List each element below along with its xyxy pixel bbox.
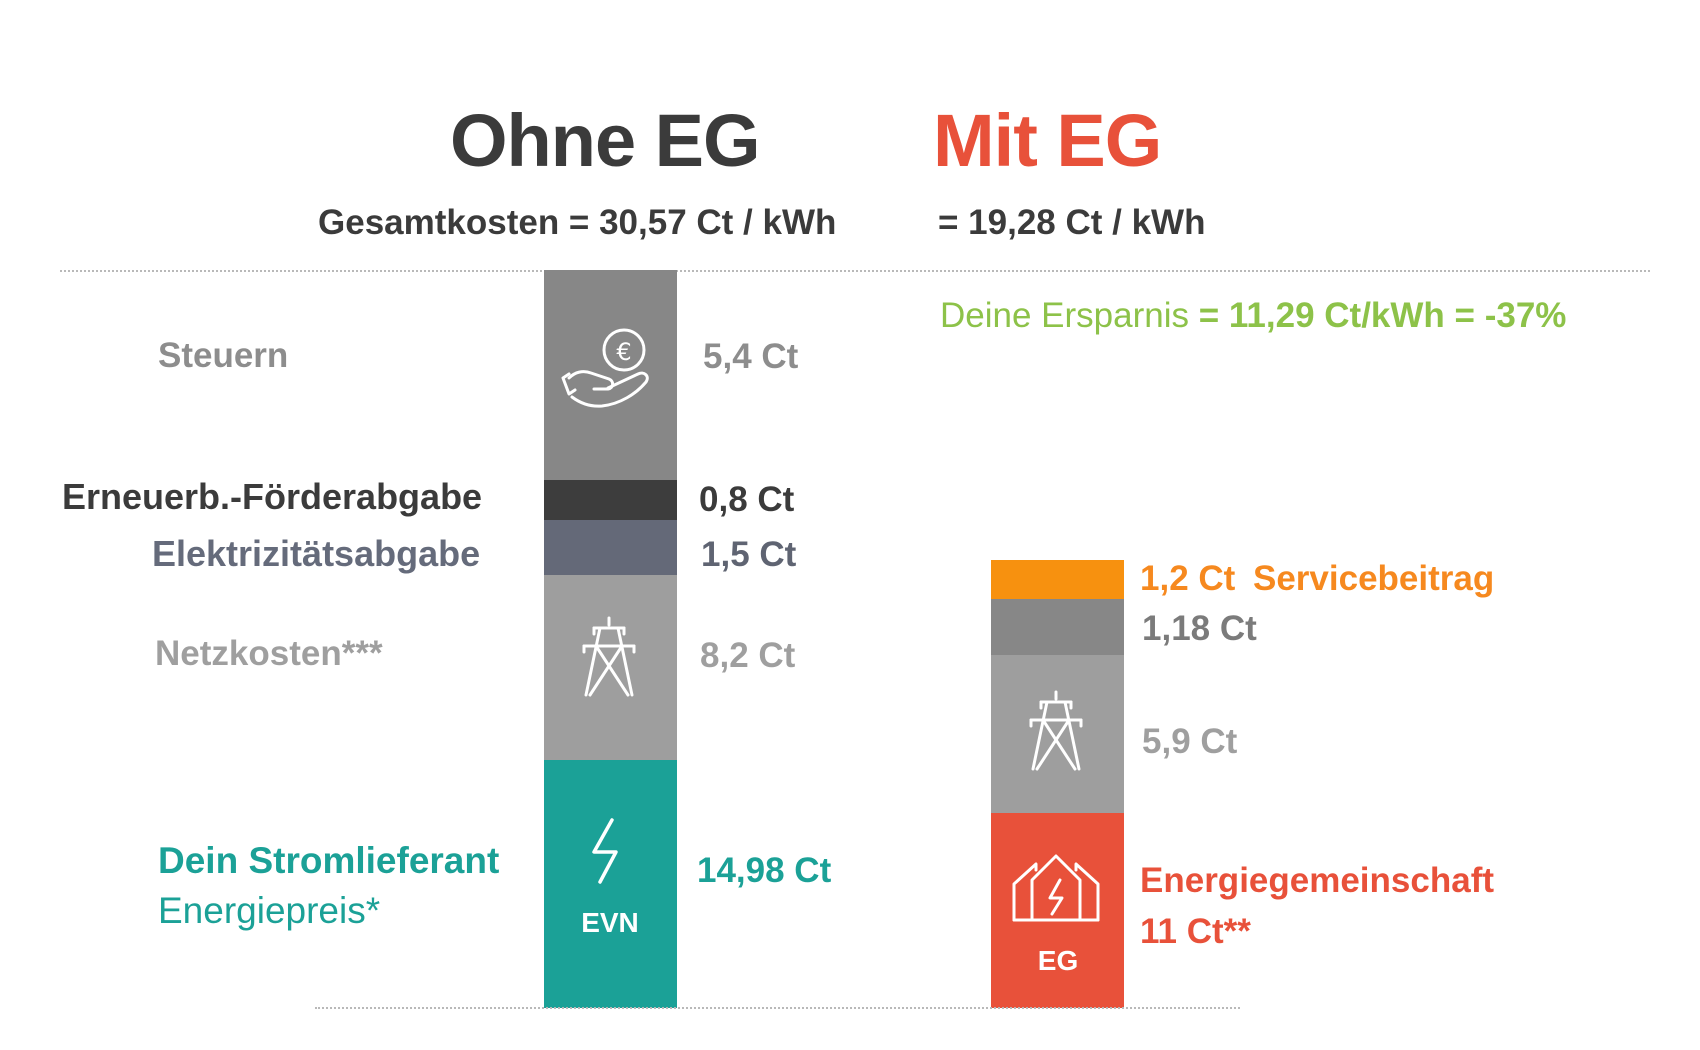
value-energiegemeinschaft: 11 Ct** <box>1140 912 1251 951</box>
bar-segment-service <box>991 560 1124 599</box>
value-steuern: 5,4 Ct <box>703 337 799 376</box>
bar-segment-foerderabgabe <box>544 480 677 520</box>
value-foerderabgabe: 0,8 Ct <box>699 480 795 519</box>
value-netzkosten: 8,2 Ct <box>700 636 796 675</box>
bar-mit-eg <box>991 560 1124 1008</box>
bar-segment-strom <box>544 760 677 1008</box>
label-energiegemeinschaft: Energiegemeinschaft <box>1140 861 1494 900</box>
bar-segment-eg-netzkosten <box>991 655 1124 813</box>
community-houses-icon <box>1012 854 1100 922</box>
label-energiepreis: Energiepreis* <box>158 890 381 931</box>
label-foerderabgabe: Erneuerb.-Förderabgabe <box>62 476 483 517</box>
value-strom: 14,98 Ct <box>697 851 832 890</box>
label-netzkosten: Netzkosten*** <box>155 634 383 673</box>
bar-label-evn: EVN <box>581 907 639 938</box>
bar-label-eg: EG <box>1038 945 1078 976</box>
savings-value: = 11,29 Ct/kWh = -37% <box>1198 296 1567 335</box>
bar-segment-energiegemeinschaft <box>991 813 1124 1008</box>
bar-segment-steuern <box>544 270 677 480</box>
title-ohne-eg: Ohne EG <box>450 99 761 182</box>
value-servicebeitrag: 1,2 Ct <box>1140 559 1236 598</box>
power-pylon-icon <box>582 616 636 697</box>
savings-prefix: Deine Ersparnis <box>940 296 1189 335</box>
value-eg-fee: 1,18 Ct <box>1142 609 1257 648</box>
label-steuern: Steuern <box>158 336 289 375</box>
lightning-icon <box>592 818 618 884</box>
title-mit-eg: Mit EG <box>933 99 1162 182</box>
savings-line: Deine Ersparnis = 11,29 Ct/kWh = -37% <box>940 296 1566 336</box>
value-elektrizitaetsabgabe: 1,5 Ct <box>701 535 797 574</box>
total-mit-eg: = 19,28 Ct / kWh <box>938 203 1206 242</box>
label-stromlieferant: Dein Stromlieferant <box>158 840 500 881</box>
divider-top <box>60 270 1650 272</box>
label-elektrizitaetsabgabe: Elektrizitätsabgabe <box>152 533 481 574</box>
bar-segment-eg-fee <box>991 599 1124 655</box>
total-ohne-eg: Gesamtkosten = 30,57 Ct / kWh <box>318 203 837 242</box>
power-pylon-icon-eg <box>1029 690 1083 771</box>
svg-text:€: € <box>616 338 631 366</box>
value-eg-netzkosten: 5,9 Ct <box>1142 722 1238 761</box>
euro-hand-icon: € <box>561 328 649 408</box>
divider-bottom <box>315 1007 1240 1009</box>
bar-segment-elektrizitaetsabgabe <box>544 520 677 575</box>
label-servicebeitrag: Servicebeitrag <box>1253 559 1495 598</box>
